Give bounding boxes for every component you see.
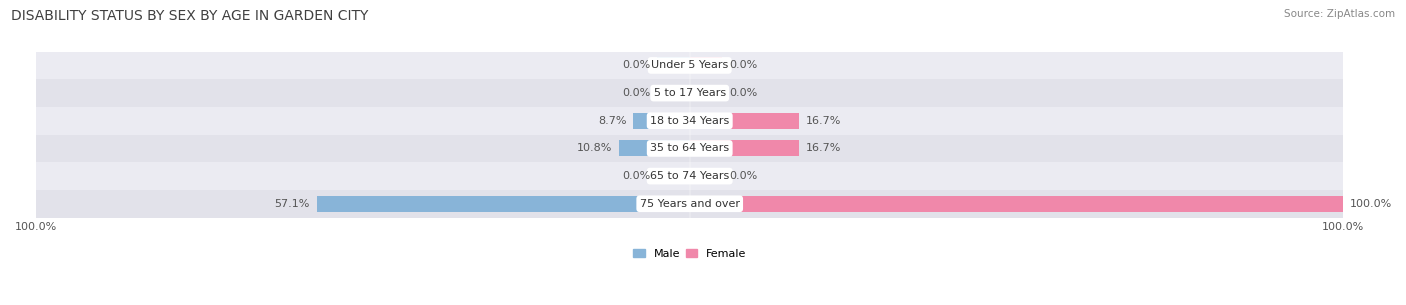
Bar <box>316 196 690 212</box>
Bar <box>37 190 1343 217</box>
Text: 35 to 64 Years: 35 to 64 Years <box>650 143 730 153</box>
Bar <box>37 135 1343 162</box>
Text: Source: ZipAtlas.com: Source: ZipAtlas.com <box>1284 9 1395 19</box>
Text: 75 Years and over: 75 Years and over <box>640 199 740 209</box>
Text: 8.7%: 8.7% <box>598 116 626 126</box>
Bar <box>690 57 723 74</box>
Bar <box>690 140 799 156</box>
Bar <box>657 168 690 184</box>
Bar <box>657 57 690 74</box>
Bar <box>690 196 1343 212</box>
Bar <box>37 107 1343 135</box>
Text: 0.0%: 0.0% <box>728 60 758 70</box>
Text: DISABILITY STATUS BY SEX BY AGE IN GARDEN CITY: DISABILITY STATUS BY SEX BY AGE IN GARDE… <box>11 9 368 23</box>
Text: Under 5 Years: Under 5 Years <box>651 60 728 70</box>
Bar <box>690 85 723 101</box>
Text: 65 to 74 Years: 65 to 74 Years <box>650 171 730 181</box>
Bar <box>690 168 723 184</box>
Text: 100.0%: 100.0% <box>1350 199 1392 209</box>
Bar <box>37 79 1343 107</box>
Text: 5 to 17 Years: 5 to 17 Years <box>654 88 725 98</box>
Bar <box>657 85 690 101</box>
Text: 16.7%: 16.7% <box>806 143 841 153</box>
Text: 0.0%: 0.0% <box>623 60 651 70</box>
Bar <box>633 113 690 129</box>
Text: 57.1%: 57.1% <box>274 199 309 209</box>
Text: 0.0%: 0.0% <box>728 171 758 181</box>
Bar <box>37 162 1343 190</box>
Text: 10.8%: 10.8% <box>578 143 613 153</box>
Text: 18 to 34 Years: 18 to 34 Years <box>650 116 730 126</box>
Text: 0.0%: 0.0% <box>728 88 758 98</box>
Bar <box>690 113 799 129</box>
Text: 0.0%: 0.0% <box>623 88 651 98</box>
Text: 0.0%: 0.0% <box>623 171 651 181</box>
Text: 16.7%: 16.7% <box>806 116 841 126</box>
Bar <box>619 140 690 156</box>
Bar <box>37 52 1343 79</box>
Legend: Male, Female: Male, Female <box>634 249 747 259</box>
